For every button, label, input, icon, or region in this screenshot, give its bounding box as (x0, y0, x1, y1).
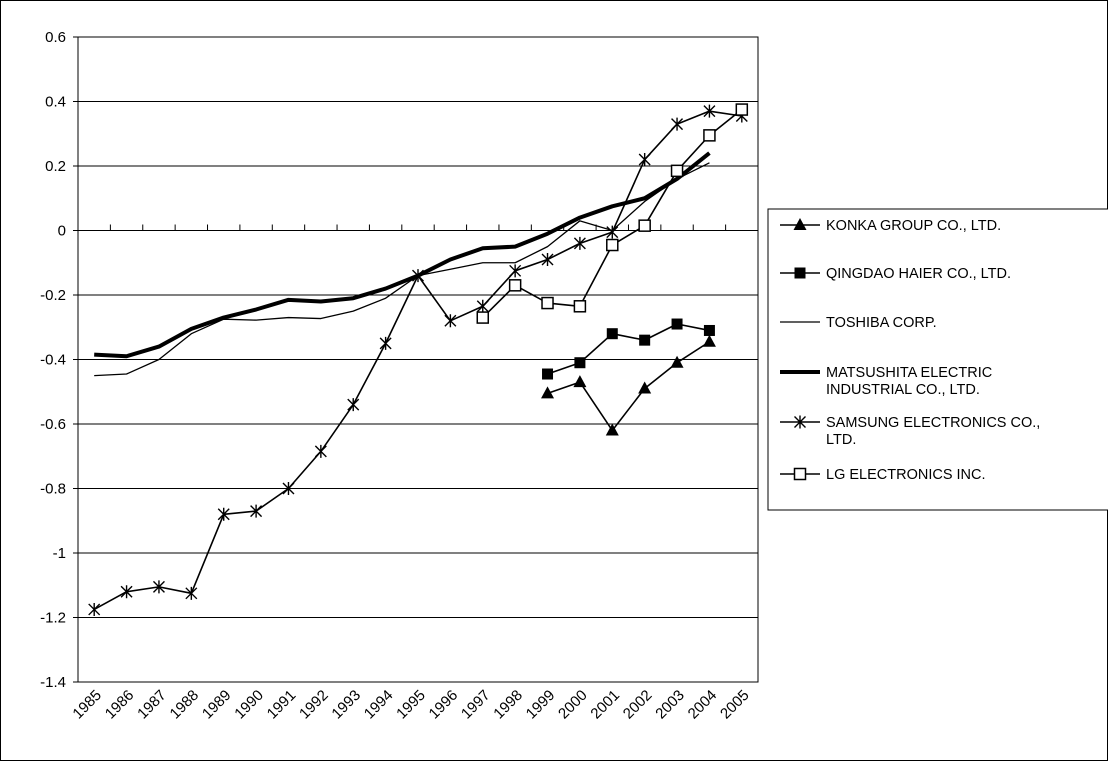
y-tick-label: 0.2 (45, 158, 66, 175)
data-point (250, 504, 263, 518)
data-point (509, 264, 522, 278)
y-tick-label: -1.4 (40, 674, 66, 691)
legend-item-toshiba-corp: TOSHIBA CORP. (780, 315, 937, 331)
y-tick-label: 0.6 (45, 29, 66, 46)
data-point (605, 423, 619, 436)
data-point (702, 334, 716, 347)
data-point (412, 269, 424, 283)
data-point (703, 129, 716, 142)
data-point (670, 355, 684, 368)
data-point (476, 299, 489, 313)
data-point (606, 238, 619, 252)
legend: KONKA GROUP CO., LTD. QINGDAO HAIER CO., … (767, 208, 1108, 511)
legend-box (767, 208, 1108, 511)
series-line (547, 341, 710, 432)
data-point (282, 482, 295, 495)
data-point (541, 386, 555, 399)
y-axis-ticks: 0.6 0.4 0.2 0 -0.2 -0.4 -0.6 -0.8 -1 -1.2 -1.4 (40, 29, 78, 691)
series-toshiba-corp (94, 162, 710, 377)
legend-item-samsung-electronics-co-ltd: SAMSUNG ELECTRONICS CO.,LTD. (780, 415, 1040, 448)
y-tick-label: -0.6 (40, 416, 66, 433)
data-point (152, 580, 165, 594)
y-tick-label: -1.2 (40, 610, 66, 627)
data-point (703, 324, 715, 336)
series-group (88, 103, 749, 616)
legend-label: KONKA GROUP CO., LTD. (826, 218, 1001, 234)
data-point (217, 507, 230, 521)
legend-marker (794, 415, 806, 429)
series-qingdao-haier-co-ltd (542, 318, 715, 380)
data-point (638, 219, 651, 232)
y-tick-label: -0.4 (40, 352, 66, 369)
data-point (444, 314, 457, 328)
legend-label: INDUSTRIAL CO., LTD. (826, 382, 980, 398)
data-point (314, 444, 327, 458)
data-point (541, 253, 554, 267)
legend-marker (794, 267, 806, 279)
data-point (639, 334, 651, 346)
legend-label: LTD. (826, 432, 856, 448)
data-point (606, 328, 618, 340)
y-tick-label: 0.4 (45, 94, 66, 111)
data-point (670, 164, 684, 178)
series-line (94, 162, 710, 377)
data-point (88, 602, 101, 616)
data-point (638, 153, 651, 167)
data-point (185, 586, 198, 600)
data-point (476, 311, 490, 324)
legend-label: QINGDAO HAIER CO., LTD. (826, 266, 1011, 282)
y-tick-label: -0.8 (40, 481, 66, 498)
data-point (573, 300, 587, 313)
series-lg-electronics-inc (476, 103, 749, 324)
legend-label: TOSHIBA CORP. (826, 315, 937, 331)
gridlines (78, 101, 758, 618)
legend-item-konka-group-co-ltd: KONKA GROUP CO., LTD. (780, 218, 1001, 234)
legend-label: LG ELECTRONICS INC. (826, 467, 986, 483)
legend-item-qingdao-haier-co-ltd: QINGDAO HAIER CO., LTD. (780, 266, 1011, 282)
data-point (379, 336, 392, 350)
data-point (120, 585, 133, 599)
data-point (671, 318, 683, 330)
legend-label: SAMSUNG ELECTRONICS CO., (826, 415, 1040, 431)
data-point (347, 398, 360, 412)
series-konka-group-co-ltd (541, 334, 716, 436)
y-tick-label: -0.2 (40, 287, 66, 304)
data-point (671, 117, 684, 131)
legend-marker (793, 218, 807, 230)
data-point (573, 375, 587, 388)
legend-label: MATSUSHITA ELECTRIC (826, 365, 992, 381)
data-point (573, 236, 586, 250)
series-matsushita-electric-industrial-co-ltd (94, 151, 711, 359)
series-samsung-electronics-co-ltd (88, 104, 748, 616)
series-line (94, 151, 711, 359)
data-point (638, 381, 652, 394)
y-tick-label: 0 (58, 223, 66, 240)
data-point (508, 279, 522, 292)
data-point (703, 104, 716, 118)
legend-item-lg-electronics-inc: LG ELECTRONICS INC. (780, 467, 986, 483)
data-point (541, 296, 554, 310)
data-point (735, 103, 749, 116)
legend-marker (793, 467, 807, 481)
y-tick-label: -1 (53, 545, 66, 562)
data-point (542, 368, 554, 380)
data-point (574, 357, 586, 369)
data-point (606, 225, 619, 239)
